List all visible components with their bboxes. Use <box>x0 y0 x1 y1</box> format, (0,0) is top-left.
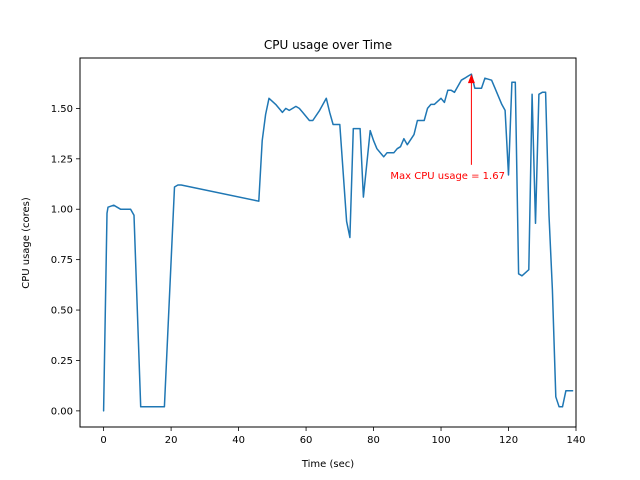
y-tick-label: 0.25 <box>51 356 73 367</box>
plot-area: 0 20 40 60 80 100 120 140 0.00 0.25 0.50 0.75 1.00 1.… <box>51 73 586 446</box>
axes-frame <box>79 57 577 428</box>
y-tick-label: 0.00 <box>51 406 73 417</box>
y-tick-label: 1.00 <box>51 205 73 216</box>
x-tick-label: 120 <box>499 435 518 446</box>
x-tick-label: 40 <box>232 435 245 446</box>
x-tick-label: 100 <box>431 435 450 446</box>
x-tick-label: 80 <box>367 435 380 446</box>
cpu-usage-line <box>102 73 574 412</box>
x-tick-label: 140 <box>566 435 585 446</box>
chart-title: CPU usage over Time <box>264 38 392 52</box>
annotation-arrow-head <box>467 74 475 84</box>
y-tick-label: 1.50 <box>51 104 73 115</box>
y-axis-label: CPU usage (cores) <box>21 197 32 289</box>
x-tick-label: 60 <box>300 435 313 446</box>
annotation-label: Max CPU usage = 1.67 <box>390 171 505 182</box>
y-tick-label: 0.50 <box>51 306 73 317</box>
x-axis-label: Time (sec) <box>301 459 354 470</box>
y-tick-label: 0.75 <box>51 255 73 266</box>
x-tick-label: 0 <box>100 435 106 446</box>
y-tick-label: 1.25 <box>51 154 73 165</box>
x-tick-label: 20 <box>165 435 178 446</box>
